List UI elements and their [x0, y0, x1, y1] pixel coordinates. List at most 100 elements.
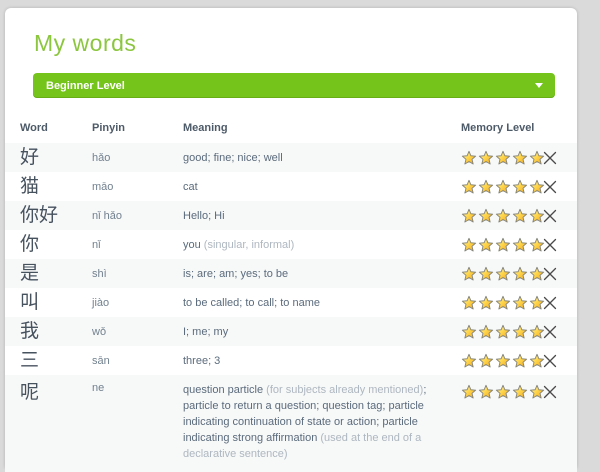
level-dropdown[interactable]: Beginner Level	[33, 73, 555, 98]
memory-stars[interactable]	[461, 266, 543, 282]
star-icon[interactable]	[461, 353, 477, 369]
star-icon[interactable]	[461, 384, 477, 400]
meaning-cell: cat	[183, 180, 198, 193]
star-icon[interactable]	[512, 150, 528, 166]
delete-word-button[interactable]	[543, 209, 558, 224]
star-icon[interactable]	[495, 208, 511, 224]
star-icon[interactable]	[512, 295, 528, 311]
meaning-cell: three; 3	[183, 354, 221, 367]
x-icon	[543, 325, 557, 339]
star-icon[interactable]	[461, 179, 477, 195]
meaning-cell: you (singular, informal)	[183, 238, 295, 251]
star-icon[interactable]	[495, 295, 511, 311]
table-row: 我 wǒ I; me; my	[5, 317, 577, 346]
meaning-cell: good; fine; nice; well	[183, 151, 283, 164]
star-icon[interactable]	[512, 384, 528, 400]
memory-stars[interactable]	[461, 353, 543, 369]
memory-stars[interactable]	[461, 384, 543, 400]
col-header-memory-level: Memory Level	[461, 122, 535, 134]
meaning-cell: I; me; my	[183, 325, 229, 338]
star-icon[interactable]	[495, 237, 511, 253]
col-header-word: Word	[20, 122, 48, 134]
pinyin-cell: sān	[92, 354, 110, 367]
x-icon	[543, 180, 557, 194]
star-icon[interactable]	[461, 208, 477, 224]
my-words-card: My words Beginner Level Word Pinyin Mean…	[5, 8, 577, 472]
star-icon[interactable]	[478, 237, 494, 253]
x-icon	[543, 209, 557, 223]
star-icon[interactable]	[478, 179, 494, 195]
memory-stars[interactable]	[461, 150, 543, 166]
star-icon[interactable]	[478, 384, 494, 400]
word-cell: 三	[20, 349, 40, 371]
table-row: 猫 māo cat	[5, 172, 577, 201]
col-header-pinyin: Pinyin	[92, 122, 126, 134]
meaning-cell: is; are; am; yes; to be	[183, 267, 289, 280]
chevron-down-icon	[535, 83, 543, 88]
delete-word-button[interactable]	[543, 238, 558, 253]
x-icon	[543, 267, 557, 281]
delete-word-button[interactable]	[543, 180, 558, 195]
pinyin-cell: jiào	[92, 296, 110, 309]
table-row: 好 hǎo good; fine; nice; well	[5, 143, 577, 172]
star-icon[interactable]	[461, 237, 477, 253]
star-icon[interactable]	[478, 295, 494, 311]
pinyin-cell: hǎo	[92, 151, 111, 164]
x-icon	[543, 238, 557, 252]
star-icon[interactable]	[461, 324, 477, 340]
memory-stars[interactable]	[461, 295, 543, 311]
star-icon[interactable]	[478, 150, 494, 166]
star-icon[interactable]	[512, 324, 528, 340]
table-row: 三 sān three; 3	[5, 346, 577, 375]
card-header: My words Beginner Level	[5, 8, 577, 98]
star-icon[interactable]	[495, 266, 511, 282]
word-cell: 你好	[20, 204, 59, 226]
star-icon[interactable]	[495, 384, 511, 400]
x-icon	[543, 354, 557, 368]
word-cell: 我	[20, 320, 40, 342]
star-icon[interactable]	[478, 266, 494, 282]
memory-stars[interactable]	[461, 237, 543, 253]
star-icon[interactable]	[495, 150, 511, 166]
delete-word-button[interactable]	[543, 354, 558, 369]
memory-stars[interactable]	[461, 208, 543, 224]
x-icon	[543, 296, 557, 310]
star-icon[interactable]	[478, 353, 494, 369]
star-icon[interactable]	[461, 266, 477, 282]
pinyin-cell: nǐ	[92, 238, 101, 251]
star-icon[interactable]	[495, 353, 511, 369]
delete-word-button[interactable]	[543, 325, 558, 340]
star-icon[interactable]	[495, 324, 511, 340]
x-icon	[543, 151, 557, 165]
star-icon[interactable]	[461, 295, 477, 311]
table-row: 你好 nǐ hǎo Hello; Hi	[5, 201, 577, 230]
star-icon[interactable]	[478, 208, 494, 224]
table-row: 你 nǐ you (singular, informal)	[5, 230, 577, 259]
memory-stars[interactable]	[461, 324, 543, 340]
table-header-row: Word Pinyin Meaning Memory Level	[5, 113, 577, 143]
table-body: 好 hǎo good; fine; nice; well 猫 māo cat 你…	[5, 143, 577, 472]
pinyin-cell: shì	[92, 267, 107, 280]
word-cell: 猫	[20, 175, 40, 197]
pinyin-cell: ne	[92, 382, 105, 394]
col-header-meaning: Meaning	[183, 122, 228, 134]
delete-word-button[interactable]	[543, 151, 558, 166]
memory-stars[interactable]	[461, 179, 543, 195]
page-title: My words	[34, 30, 137, 56]
star-icon[interactable]	[512, 266, 528, 282]
word-cell: 叫	[20, 291, 40, 313]
star-icon[interactable]	[512, 237, 528, 253]
meaning-cell: Hello; Hi	[183, 209, 225, 222]
table-row: 叫 jiào to be called; to call; to name	[5, 288, 577, 317]
delete-word-button[interactable]	[543, 267, 558, 282]
star-icon[interactable]	[478, 324, 494, 340]
delete-word-button[interactable]	[543, 296, 558, 311]
star-icon[interactable]	[495, 179, 511, 195]
table-row: 是 shì is; are; am; yes; to be	[5, 259, 577, 288]
star-icon[interactable]	[512, 353, 528, 369]
word-cell: 你	[20, 233, 40, 255]
delete-word-button[interactable]	[543, 384, 558, 399]
star-icon[interactable]	[512, 208, 528, 224]
star-icon[interactable]	[512, 179, 528, 195]
star-icon[interactable]	[461, 150, 477, 166]
